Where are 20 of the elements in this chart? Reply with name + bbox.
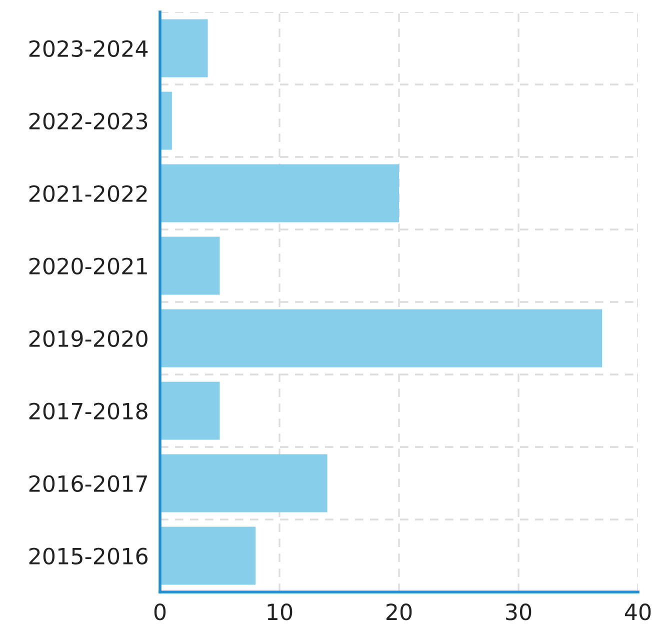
y-tick-label: 2022-2023	[29, 112, 148, 130]
x-tick-label: 10	[268, 604, 292, 620]
y-tick-label: 2015-2016	[29, 548, 148, 565]
x-tick-label: 20	[386, 604, 412, 620]
bar	[160, 164, 399, 222]
y-tick-label: 2016-2017	[29, 475, 147, 492]
bar	[160, 236, 220, 295]
x-tick-label: 30	[506, 604, 532, 620]
y-tick-label: 2019-2020	[29, 330, 148, 348]
bar	[160, 454, 328, 512]
x-tick-label: 0	[154, 604, 166, 620]
y-tick-label: 2020-2021	[29, 258, 147, 275]
x-tick-label: 40	[624, 604, 651, 620]
bar	[160, 382, 220, 440]
y-tick-label: 2023-2024	[29, 40, 148, 58]
bar	[160, 526, 256, 585]
bar	[160, 309, 602, 368]
y-tick-label: 2021-2022	[29, 185, 147, 202]
bar	[160, 19, 208, 78]
y-tick-label: 2017-2018	[29, 402, 148, 420]
